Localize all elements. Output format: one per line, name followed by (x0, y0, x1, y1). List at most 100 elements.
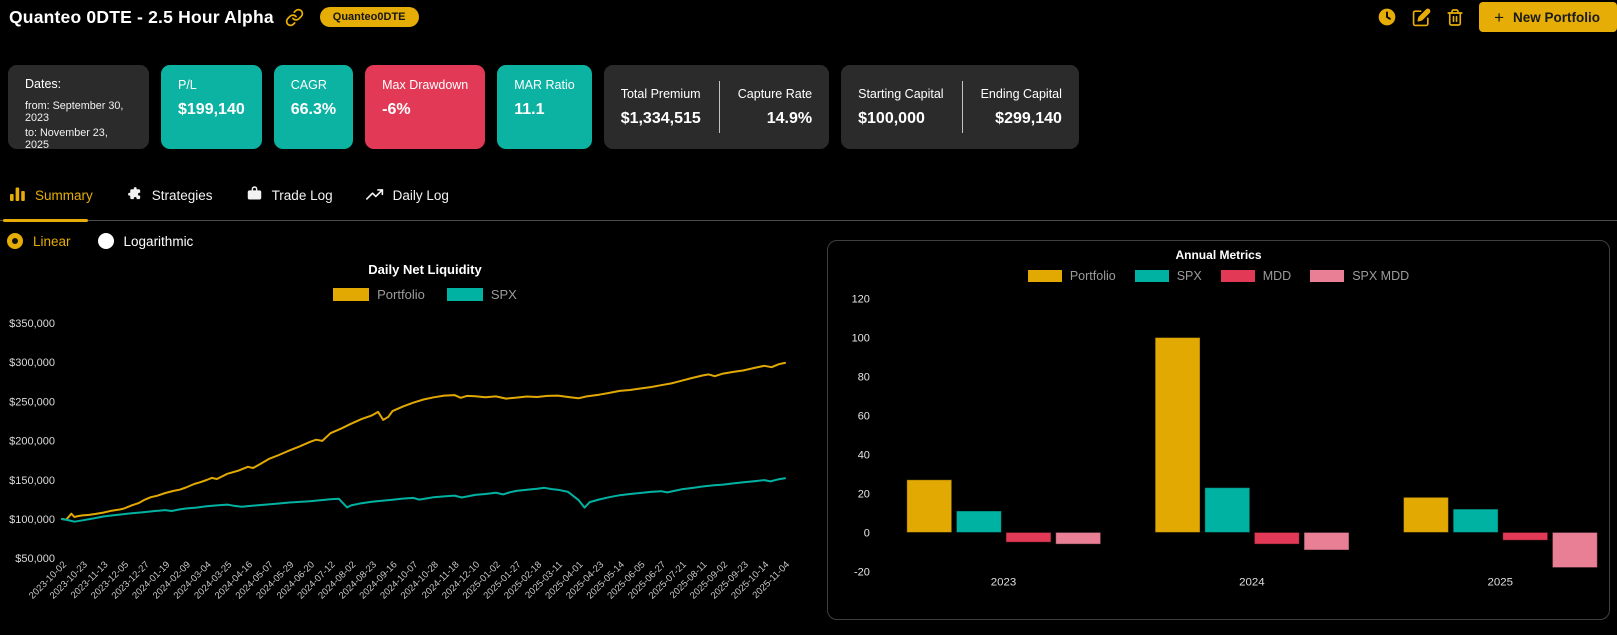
legend-item-spx[interactable]: SPX (1134, 269, 1202, 283)
puzzle-icon (126, 185, 143, 205)
tab-summary[interactable]: Summary (9, 185, 93, 205)
new-portfolio-label: New Portfolio (1513, 9, 1600, 25)
legend-mdd-label: MDD (1262, 269, 1292, 283)
spx-swatch-icon (1134, 270, 1169, 282)
tab-daily-log-label: Daily Log (392, 187, 449, 203)
ending-capital-value: $299,140 (995, 109, 1062, 127)
capture-rate: Capture Rate 14.9% (738, 87, 812, 128)
max-drawdown-label: Max Drawdown (382, 78, 469, 92)
total-premium: Total Premium $1,334,515 (621, 87, 701, 128)
dates-label: Dates: (25, 77, 62, 91)
new-portfolio-button[interactable]: + New Portfolio (1479, 2, 1617, 32)
radio-selected-icon (7, 233, 23, 249)
svg-text:0: 0 (864, 527, 870, 539)
total-premium-label: Total Premium (620, 86, 701, 101)
spx-swatch-icon (446, 288, 483, 301)
pl-value: $199,140 (178, 101, 245, 118)
spx-mdd-swatch-icon (1310, 270, 1345, 282)
divider (961, 81, 963, 133)
legend-portfolio-label: Portfolio (377, 287, 425, 302)
trend-up-icon (365, 186, 384, 205)
history-clock-icon[interactable] (1377, 7, 1397, 27)
legend-spx-label: SPX (490, 287, 517, 302)
linear-radio-label: Linear (33, 233, 71, 249)
svg-text:$200,000: $200,000 (9, 436, 55, 448)
divider (718, 81, 720, 133)
svg-text:$300,000: $300,000 (9, 357, 55, 369)
linear-radio[interactable]: Linear (7, 233, 71, 249)
tab-daily-log[interactable]: Daily Log (365, 186, 449, 205)
svg-text:$350,000: $350,000 (9, 318, 55, 330)
logarithmic-radio-label: Logarithmic (123, 233, 194, 249)
tab-bar: Summary Strategies Trade Log Daily Log (9, 181, 449, 209)
bar-chart-title: Annual Metrics (1175, 248, 1262, 262)
mar-ratio-card: MAR Ratio 11.1 (497, 65, 592, 149)
svg-text:$100,000: $100,000 (9, 514, 55, 526)
starting-capital-label: Starting Capital (858, 86, 944, 101)
svg-text:100: 100 (852, 333, 870, 345)
briefcase-icon (246, 185, 263, 205)
svg-text:60: 60 (858, 411, 870, 423)
ending-capital-label: Ending Capital (980, 86, 1062, 101)
starting-capital: Starting Capital $100,000 (858, 87, 943, 128)
bar-chart-icon (9, 185, 26, 205)
svg-text:$250,000: $250,000 (9, 396, 55, 408)
link-icon[interactable] (285, 8, 304, 27)
svg-text:2024: 2024 (1239, 577, 1265, 589)
legend-item-portfolio[interactable]: Portfolio (1027, 269, 1116, 283)
svg-text:$50,000: $50,000 (15, 553, 55, 565)
tab-trade-log[interactable]: Trade Log (246, 185, 333, 205)
cagr-label: CAGR (290, 78, 327, 92)
liquidity-chart-panel: Linear Logarithmic Daily Net Liquidity P… (0, 222, 800, 635)
capture-rate-label: Capture Rate (737, 86, 813, 101)
daily-net-liquidity-chart[interactable]: $350,000 $300,000 $250,000 $200,000 $150,000… (0, 305, 800, 635)
pl-label: P/L (178, 78, 197, 92)
tab-strategies[interactable]: Strategies (126, 185, 213, 205)
portfolio-badge[interactable]: Quanteo0DTE (319, 6, 419, 28)
legend-item-mdd[interactable]: MDD (1220, 269, 1292, 283)
legend-item-spx-mdd[interactable]: SPX MDD (1310, 269, 1409, 283)
dates-from: from: September 30, 2023 (25, 100, 124, 124)
scale-toggle: Linear Logarithmic (7, 233, 193, 249)
legend-item-portfolio[interactable]: Portfolio (333, 287, 425, 302)
line-chart-legend: Portfolio SPX (45, 287, 805, 302)
tab-strategies-label: Strategies (151, 187, 213, 203)
mdd-swatch-icon (1220, 270, 1255, 282)
legend-item-spx[interactable]: SPX (446, 287, 517, 302)
cagr-value: 66.3% (290, 101, 337, 118)
svg-text:20: 20 (858, 488, 870, 500)
svg-text:-20: -20 (854, 566, 870, 578)
header-actions: + New Portfolio (1377, 2, 1617, 32)
radio-unselected-icon (97, 233, 114, 249)
annual-metrics-chart[interactable]: 120 100 80 60 40 20 0 -20 2023 2024 2025 (828, 241, 1609, 619)
bar-chart-legend: Portfolio SPX MDD SPX MDD (828, 269, 1609, 283)
legend-spx-label: SPX (1176, 269, 1202, 283)
capture-rate-value: 14.9% (766, 109, 813, 127)
starting-capital-value: $100,000 (858, 109, 925, 127)
svg-text:2025: 2025 (1488, 577, 1514, 589)
svg-text:120: 120 (852, 294, 870, 306)
logarithmic-radio[interactable]: Logarithmic (97, 233, 194, 249)
plus-icon: + (1494, 7, 1504, 27)
tab-summary-label: Summary (35, 187, 93, 203)
delete-trash-icon[interactable] (1446, 8, 1464, 27)
dates-to: to: November 23, 2025 (25, 127, 108, 151)
dates-card: Dates: from: September 30, 2023 to: Nove… (8, 65, 149, 151)
total-premium-value: $1,334,515 (620, 109, 701, 127)
cagr-card: CAGR 66.3% (273, 65, 354, 149)
line-chart-title: Daily Net Liquidity (368, 262, 482, 277)
capital-card: Starting Capital $100,000 Ending Capital… (841, 65, 1079, 149)
ending-capital: Ending Capital $299,140 (981, 87, 1062, 128)
legend-portfolio-label: Portfolio (1069, 269, 1116, 283)
edit-icon[interactable] (1412, 8, 1431, 27)
svg-text:2023: 2023 (991, 577, 1017, 589)
svg-text:80: 80 (858, 372, 870, 384)
svg-text:40: 40 (858, 449, 870, 461)
active-tab-indicator (3, 219, 88, 222)
annual-metrics-panel: Annual Metrics Portfolio SPX MDD SPX MDD (827, 240, 1610, 620)
mar-ratio-value: 11.1 (514, 101, 545, 118)
stats-row: Dates: from: September 30, 2023 to: Nove… (8, 65, 1079, 151)
mar-ratio-label: MAR Ratio (514, 78, 575, 92)
svg-text:$150,000: $150,000 (9, 475, 55, 487)
